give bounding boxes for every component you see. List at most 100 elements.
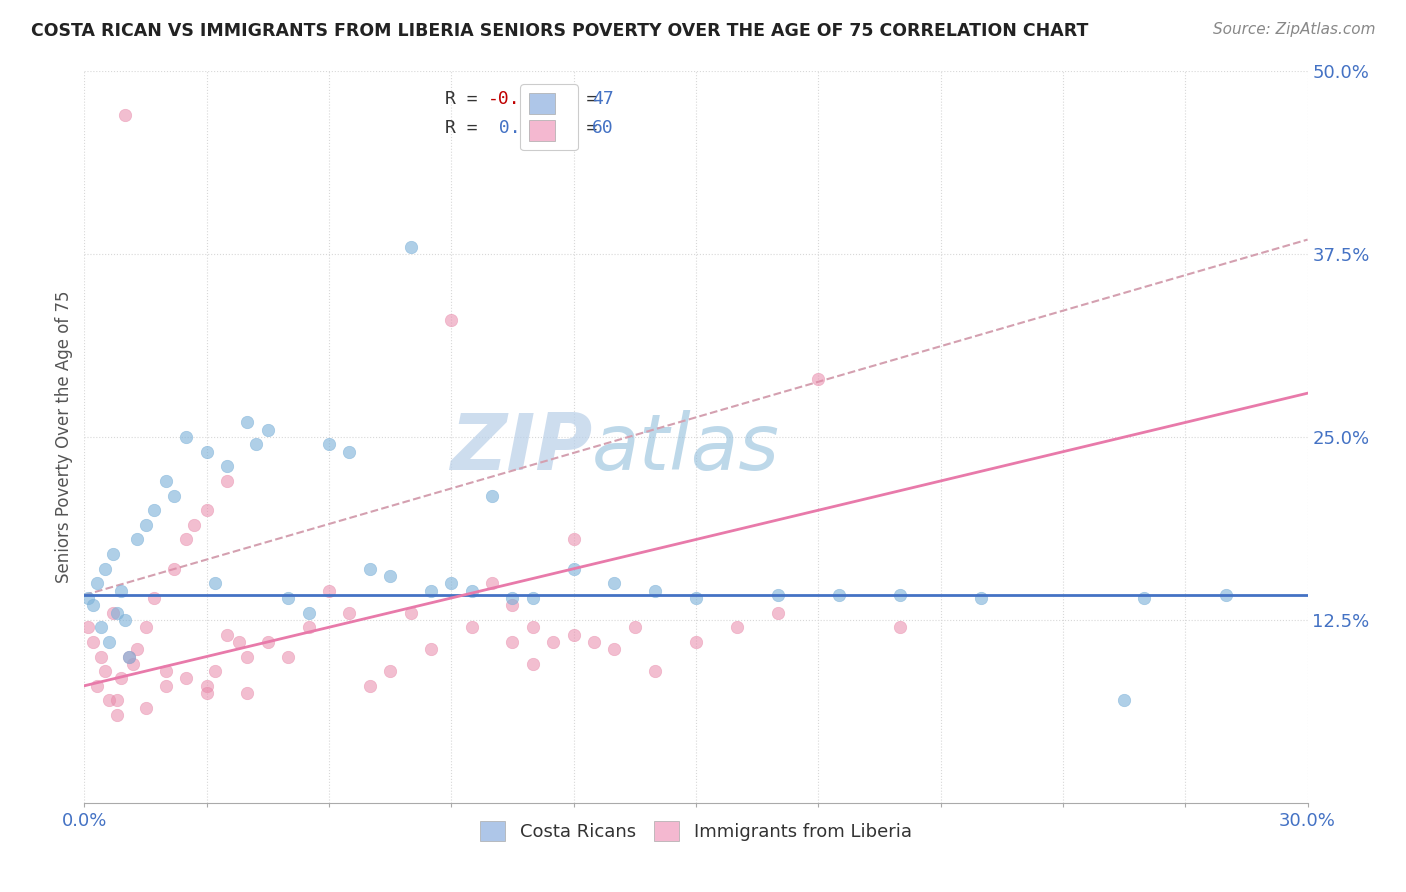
Point bbox=[135, 620, 157, 634]
Point bbox=[1215, 588, 1237, 602]
Point bbox=[562, 562, 585, 576]
Point bbox=[97, 693, 120, 707]
Point bbox=[298, 606, 321, 620]
Point bbox=[155, 474, 177, 488]
Point bbox=[77, 620, 100, 634]
Point bbox=[135, 700, 157, 714]
Point bbox=[603, 576, 626, 591]
Point bbox=[217, 459, 239, 474]
Point bbox=[82, 599, 104, 613]
Point bbox=[105, 708, 128, 723]
Text: ZIP: ZIP bbox=[450, 410, 592, 486]
Point bbox=[118, 649, 141, 664]
Point bbox=[970, 591, 993, 605]
Point bbox=[142, 503, 165, 517]
Point bbox=[440, 313, 463, 327]
Text: N =: N = bbox=[543, 119, 609, 136]
Point bbox=[277, 649, 299, 664]
Point bbox=[277, 591, 299, 605]
Point bbox=[163, 562, 186, 576]
Point bbox=[420, 583, 443, 598]
Point bbox=[93, 562, 115, 576]
Point bbox=[110, 583, 132, 598]
Point bbox=[86, 679, 108, 693]
Point bbox=[522, 657, 544, 671]
Point bbox=[339, 444, 361, 458]
Point bbox=[174, 533, 197, 547]
Point bbox=[174, 430, 197, 444]
Text: Source: ZipAtlas.com: Source: ZipAtlas.com bbox=[1212, 22, 1375, 37]
Point bbox=[889, 588, 911, 602]
Point bbox=[380, 569, 402, 583]
Point bbox=[82, 635, 104, 649]
Point bbox=[135, 517, 157, 532]
Point bbox=[828, 588, 851, 602]
Point bbox=[1114, 693, 1136, 707]
Point bbox=[228, 635, 250, 649]
Point bbox=[93, 664, 115, 678]
Legend: Costa Ricans, Immigrants from Liberia: Costa Ricans, Immigrants from Liberia bbox=[472, 814, 920, 848]
Text: 0.297: 0.297 bbox=[488, 119, 554, 136]
Point bbox=[440, 576, 463, 591]
Point bbox=[399, 606, 422, 620]
Point bbox=[77, 591, 100, 605]
Point bbox=[127, 642, 149, 657]
Point bbox=[257, 423, 280, 437]
Point bbox=[195, 686, 218, 700]
Point bbox=[236, 649, 259, 664]
Point bbox=[318, 437, 340, 451]
Point bbox=[122, 657, 145, 671]
Point bbox=[502, 599, 524, 613]
Point bbox=[236, 416, 259, 430]
Point bbox=[163, 489, 186, 503]
Text: atlas: atlas bbox=[592, 410, 780, 486]
Point bbox=[195, 679, 218, 693]
Point bbox=[685, 635, 707, 649]
Point bbox=[644, 583, 666, 598]
Point bbox=[86, 576, 108, 591]
Point bbox=[101, 606, 124, 620]
Point bbox=[245, 437, 267, 451]
Point bbox=[257, 635, 280, 649]
Text: -0.002: -0.002 bbox=[488, 89, 554, 108]
Point bbox=[502, 635, 524, 649]
Point bbox=[359, 679, 381, 693]
Text: R =: R = bbox=[446, 119, 489, 136]
Point bbox=[562, 627, 585, 641]
Point bbox=[420, 642, 443, 657]
Y-axis label: Seniors Poverty Over the Age of 75: Seniors Poverty Over the Age of 75 bbox=[55, 291, 73, 583]
Point bbox=[155, 664, 177, 678]
Point bbox=[562, 533, 585, 547]
Point bbox=[522, 620, 544, 634]
Point bbox=[155, 679, 177, 693]
Point bbox=[583, 635, 606, 649]
Point bbox=[127, 533, 149, 547]
Point bbox=[889, 620, 911, 634]
Point bbox=[481, 489, 503, 503]
Point bbox=[90, 649, 112, 664]
Point bbox=[685, 591, 707, 605]
Point bbox=[105, 606, 128, 620]
Point bbox=[90, 620, 112, 634]
Text: COSTA RICAN VS IMMIGRANTS FROM LIBERIA SENIORS POVERTY OVER THE AGE OF 75 CORREL: COSTA RICAN VS IMMIGRANTS FROM LIBERIA S… bbox=[31, 22, 1088, 40]
Point bbox=[339, 606, 361, 620]
Point bbox=[766, 606, 789, 620]
Point bbox=[110, 672, 132, 686]
Point bbox=[380, 664, 402, 678]
Point bbox=[105, 693, 128, 707]
Point bbox=[766, 588, 789, 602]
Point bbox=[359, 562, 381, 576]
Point bbox=[502, 591, 524, 605]
Point bbox=[481, 576, 503, 591]
Point bbox=[725, 620, 748, 634]
Point bbox=[236, 686, 259, 700]
Point bbox=[183, 517, 205, 532]
Point bbox=[204, 664, 226, 678]
Point bbox=[195, 444, 218, 458]
Point bbox=[399, 240, 422, 254]
Text: R =: R = bbox=[446, 89, 489, 108]
Point bbox=[543, 635, 565, 649]
Point bbox=[461, 583, 484, 598]
Point bbox=[522, 591, 544, 605]
Point bbox=[318, 583, 340, 598]
